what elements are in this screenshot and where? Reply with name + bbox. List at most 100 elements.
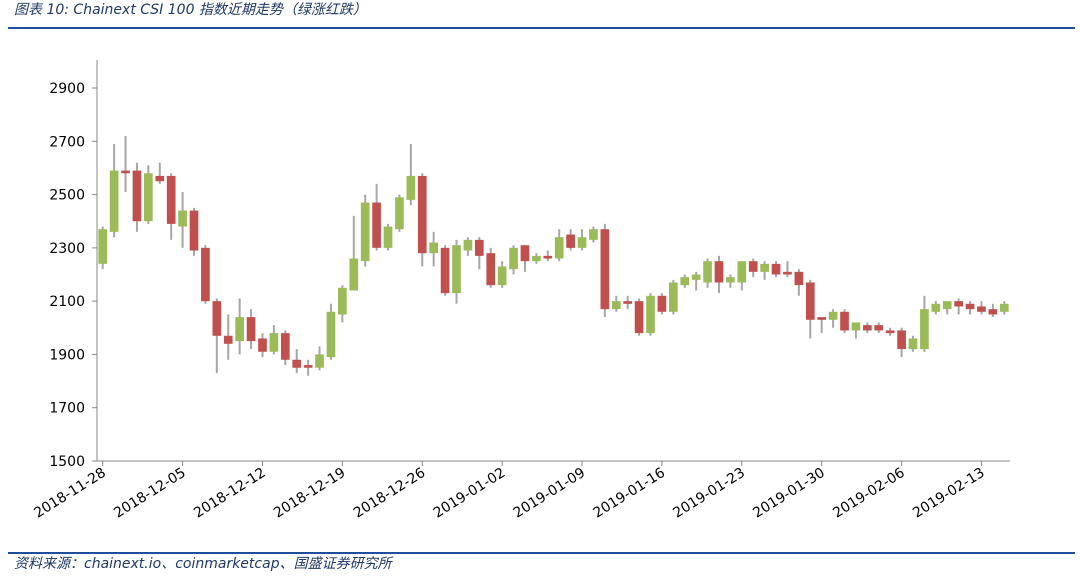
candle-body [634, 301, 644, 334]
candle-body [805, 282, 815, 320]
candle-body [908, 338, 918, 350]
candle-body [383, 226, 393, 248]
x-tick-label: 2019-01-16 [591, 465, 669, 522]
candle-body [452, 245, 461, 294]
candle-body [98, 229, 108, 264]
candle-body [988, 309, 998, 315]
candle-body [931, 303, 941, 312]
candle-body [121, 170, 130, 174]
candle-body [646, 295, 655, 334]
candle-body [589, 229, 598, 240]
candle-body [737, 261, 747, 283]
candle-body [326, 311, 336, 358]
candle-body [828, 311, 838, 320]
x-tick-label: 2019-02-06 [830, 465, 908, 522]
x-tick-label: 2019-01-23 [670, 465, 747, 522]
y-tick-label: 2100 [49, 294, 85, 310]
candle-body [532, 255, 541, 262]
candle-body [965, 303, 975, 310]
candle-body [942, 301, 952, 310]
candle-body [885, 330, 895, 334]
candle-body [657, 295, 667, 312]
candle-body [280, 333, 290, 360]
candle-body [429, 242, 439, 254]
chart-title: 图表 10: Chainext CSI 100 指数近期走势（绿涨红跌） [14, 2, 367, 18]
candle-body [668, 282, 678, 312]
candle-body [395, 197, 404, 230]
candle-body [543, 255, 553, 259]
candle-body [794, 271, 804, 286]
y-tick-label: 2300 [49, 241, 85, 257]
candle-body [623, 301, 633, 304]
candle-body [223, 335, 233, 344]
x-tick-label: 2018-12-19 [271, 465, 348, 522]
candle-body [874, 325, 884, 331]
candle-body [178, 210, 187, 227]
candle-body [360, 202, 370, 262]
candle-body [577, 237, 587, 248]
candle-body [920, 309, 929, 350]
candle-body [166, 175, 176, 224]
candle-body [863, 325, 872, 331]
candle-body [292, 359, 302, 368]
candle-body [520, 245, 530, 262]
y-tick-label: 1900 [49, 347, 85, 363]
x-tick-label: 2018-12-26 [351, 465, 429, 522]
candle-body [474, 239, 484, 256]
candle-body [760, 263, 769, 272]
candle-body [486, 253, 496, 286]
candle-body [703, 261, 712, 283]
candle-body [691, 274, 701, 280]
x-tick-label: 2019-01-09 [511, 465, 588, 522]
candle-body [246, 317, 256, 342]
candle-body [509, 247, 518, 270]
candle-body [999, 303, 1009, 312]
candle-body [109, 170, 119, 232]
candle-body [372, 202, 381, 248]
candle-body [771, 263, 781, 275]
candle-body [783, 271, 792, 275]
candle-body [680, 277, 690, 286]
candle-body [189, 210, 199, 251]
candle-body [977, 306, 986, 312]
source-note: 资料来源：chainext.io、coinmarketcap、国盛证券研究所 [14, 556, 394, 572]
x-tick-label: 2018-12-05 [111, 465, 188, 522]
candle-body [201, 247, 210, 302]
candle-body [212, 301, 222, 336]
candle-body [726, 277, 735, 283]
candle-body [155, 175, 165, 182]
y-tick-label: 2700 [49, 134, 85, 150]
candle-body [463, 239, 473, 251]
y-tick-label: 1700 [49, 401, 85, 417]
y-tick-label: 1500 [49, 454, 85, 470]
candle-body [954, 301, 963, 307]
x-tick-label: 2019-01-30 [750, 465, 827, 522]
candle-body [748, 261, 758, 272]
candle-body [269, 333, 279, 352]
candle-body [132, 170, 142, 222]
candle-body [258, 338, 267, 352]
y-tick-label: 2900 [49, 81, 85, 97]
candle-body [566, 234, 575, 248]
candle-body [417, 175, 427, 254]
candle-body [440, 247, 450, 294]
candle-body [554, 237, 564, 259]
candle-body [406, 175, 416, 200]
candle-body [315, 354, 324, 368]
candle-body [714, 261, 724, 283]
candle-body [840, 311, 849, 331]
candle-body [338, 287, 347, 315]
candle-body [303, 365, 313, 368]
candle-body [611, 301, 621, 310]
y-tick-label: 2500 [49, 188, 85, 204]
candle-body [851, 322, 861, 331]
candle-body [817, 317, 827, 320]
x-tick-label: 2018-11-28 [31, 465, 108, 522]
candle-body [144, 173, 153, 222]
candle-body [600, 229, 610, 310]
x-tick-label: 2018-12-12 [191, 465, 268, 522]
candle-body [897, 330, 906, 350]
candle-body [349, 258, 359, 291]
candle-body [497, 266, 507, 286]
